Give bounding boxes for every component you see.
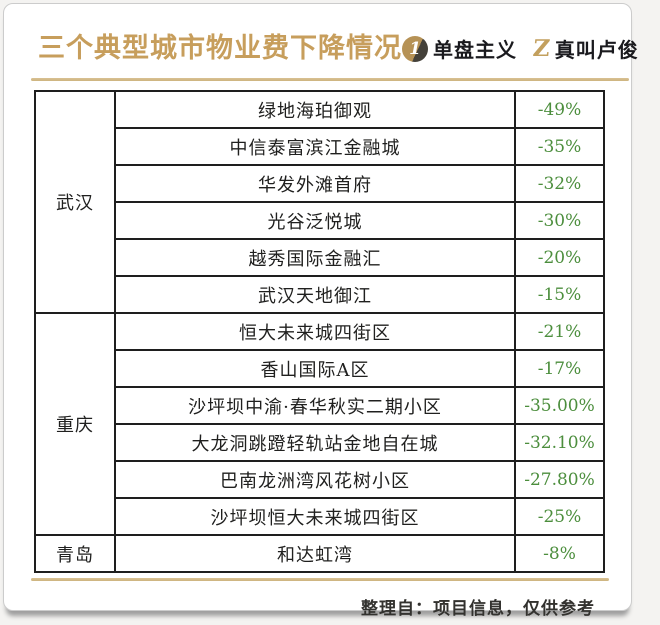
source-note: 整理自：项目信息，仅供参考 xyxy=(361,599,595,619)
table-row: 光谷泛悦城 -30% xyxy=(35,201,605,240)
project-cell: 香山国际A区 xyxy=(114,349,516,388)
brand-logos: 1 单盘主义 Z 真叫卢俊 xyxy=(402,28,639,63)
percent-cell: -49% xyxy=(514,90,605,129)
percent-cell: -25% xyxy=(514,497,605,536)
project-cell: 恒大未来城四街区 xyxy=(114,312,516,351)
project-cell: 武汉天地御江 xyxy=(114,275,516,314)
danpanzhuyi-label: 单盘主义 xyxy=(433,38,517,62)
table-row: 沙坪坝中渝·春华秋实二期小区 -35.00% xyxy=(35,386,605,425)
percent-cell: -20% xyxy=(514,238,605,277)
project-cell: 巴南龙洲湾风花树小区 xyxy=(114,460,516,499)
project-cell: 华发外滩首府 xyxy=(114,164,516,203)
table-row: 越秀国际金融汇 -20% xyxy=(35,238,605,277)
table-row: 大龙洞跳蹬轻轨站金地自在城 -32.10% xyxy=(35,423,605,462)
percent-cell: -35.00% xyxy=(514,386,605,425)
header: 三个典型城市物业费下降情况 1 单盘主义 Z 真叫卢俊 xyxy=(4,4,638,65)
gold-divider-bottom xyxy=(31,578,609,581)
table-row: 沙坪坝恒大未来城四街区 -25% xyxy=(35,497,605,536)
table-row: 香山国际A区 -17% xyxy=(35,349,605,388)
percent-cell: -32% xyxy=(514,164,605,203)
project-cell: 越秀国际金融汇 xyxy=(114,238,516,277)
table-row: 重庆 恒大未来城四街区 -21% xyxy=(34,312,605,536)
property-fee-table: 武汉 绿地海珀御观 -49% 中信泰富滨江金融城 -35% 华发外滩首府 -32% 光谷泛悦城… xyxy=(34,90,605,573)
project-cell: 绿地海珀御观 xyxy=(114,90,516,129)
city-cell: 青岛 xyxy=(34,534,116,573)
project-cell: 和达虹湾 xyxy=(114,534,516,573)
percent-cell: -21% xyxy=(514,312,605,351)
percent-cell: -17% xyxy=(514,349,605,388)
percent-cell: -30% xyxy=(514,201,605,240)
percent-cell: -32.10% xyxy=(514,423,605,462)
logo-zhenjiaolujun: Z 真叫卢俊 xyxy=(531,34,639,63)
infographic-card: 三个典型城市物业费下降情况 1 单盘主义 Z 真叫卢俊 武汉 绿地海珀御观 -49%… xyxy=(3,3,638,619)
table-row: 华发外滩首府 -32% xyxy=(35,164,605,203)
logo-danpanzhuyi: 1 单盘主义 xyxy=(402,34,517,63)
table-row: 青岛 和达虹湾 -8% xyxy=(34,534,605,573)
gold-divider-top xyxy=(31,78,629,81)
percent-cell: -15% xyxy=(514,275,605,314)
project-cell: 大龙洞跳蹬轻轨站金地自在城 xyxy=(114,423,516,462)
city-cell: 武汉 xyxy=(34,90,116,314)
table-row: 武汉 绿地海珀御观 -49% xyxy=(34,90,605,314)
project-cell: 沙坪坝恒大未来城四街区 xyxy=(114,497,516,536)
danpanzhuyi-circle-icon: 1 xyxy=(402,35,428,62)
table-body: 武汉 绿地海珀御观 -49% 中信泰富滨江金融城 -35% 华发外滩首府 -32% 光谷泛悦城… xyxy=(34,90,605,573)
city-cell: 重庆 xyxy=(34,312,116,536)
project-cell: 沙坪坝中渝·春华秋实二期小区 xyxy=(114,386,516,425)
table-row: 武汉天地御江 -15% xyxy=(35,275,605,314)
project-cell: 光谷泛悦城 xyxy=(114,201,516,240)
table-row: 巴南龙洲湾风花树小区 -27.80% xyxy=(35,460,605,499)
project-cell: 中信泰富滨江金融城 xyxy=(114,127,516,166)
percent-cell: -8% xyxy=(514,534,605,573)
page-title: 三个典型城市物业费下降情况 xyxy=(38,33,402,64)
table-row: 中信泰富滨江金融城 -35% xyxy=(35,127,605,166)
percent-cell: -27.80% xyxy=(514,460,605,499)
percent-cell: -35% xyxy=(514,127,605,166)
zhenjiaolujun-label: 真叫卢俊 xyxy=(554,38,639,62)
zhenjiaolujun-z-icon: Z xyxy=(531,35,552,62)
